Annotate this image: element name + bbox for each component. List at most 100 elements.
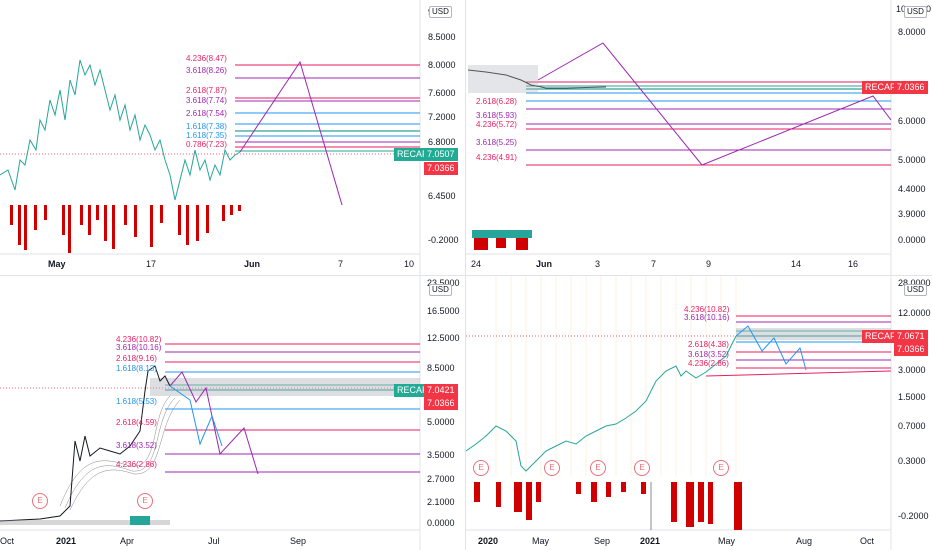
chart-pane-top-left[interactable]: 4.236(8.47) 3.618(8.26) 2.618(7.87) 3.61… — [0, 0, 465, 275]
fib-label: 2.618(4.38) — [688, 340, 729, 349]
date-axis-label: 3 — [595, 259, 600, 269]
fib-label: 4.236(2.86) — [116, 460, 157, 469]
fib-label: 4.236(4.91) — [476, 153, 517, 162]
currency-label[interactable]: USD — [904, 284, 927, 296]
price-series — [0, 59, 241, 201]
fib-levels — [165, 343, 420, 473]
date-axis-label: May — [718, 536, 736, 546]
fib-label: 3.618(8.26) — [186, 66, 227, 75]
last-price-badge: 7.0366 — [424, 162, 458, 175]
projection-path — [537, 42, 892, 166]
date-axis-label: Aug — [796, 536, 812, 546]
date-axis-label: 10 — [404, 259, 414, 269]
last-price-badge: 7.0366 — [894, 343, 928, 356]
fib-label: 1.618(7.35) — [186, 131, 227, 140]
price-axis-label: 4.4000 — [898, 184, 926, 194]
ribbon-band — [150, 378, 420, 396]
earnings-E-icon[interactable]: E — [590, 460, 606, 476]
date-axis-label: 2021 — [640, 536, 660, 546]
last-price-badge: 7.0366 — [894, 81, 928, 94]
chart-pane-bottom-left[interactable]: 4.236(10.82) 3.618(10.16) 2.618(9.16) 1.… — [0, 276, 465, 550]
price-axis-label: 0.0000 — [898, 235, 926, 245]
price-axis-label: -0.2000 — [898, 511, 929, 521]
price-axis-label: 10 — [896, 4, 906, 14]
price-series — [0, 365, 171, 522]
fib-label: 4.236(5.72) — [476, 120, 517, 129]
alt-projection-path — [169, 385, 223, 447]
date-axis-label: 2020 — [478, 536, 498, 546]
price-axis-label: 0.3000 — [898, 456, 926, 466]
fib-levels — [235, 64, 420, 152]
date-axis-label: May — [48, 259, 66, 269]
earnings-E-icon[interactable]: E — [544, 460, 560, 476]
chart-pane-top-right[interactable]: 2.618(6.28) 3.618(5.93) 4.236(5.72) 3.61… — [466, 0, 932, 275]
recaf-symbol-badge: RECAF — [394, 148, 431, 161]
fib-label: 4.236(10.82) — [116, 335, 162, 344]
price-series — [467, 69, 607, 89]
currency-label[interactable]: USD — [429, 6, 452, 18]
fib-label: 2.618(6.28) — [476, 97, 517, 106]
date-axis-label: 7 — [338, 259, 343, 269]
recaf-symbol-badge: RECAF — [394, 384, 431, 397]
fib-label: 2.618(7.87) — [186, 86, 227, 95]
price-axis-label: 8.0000 — [898, 27, 926, 37]
date-axis-label: 7 — [651, 259, 656, 269]
fib-label: 4.236(10.82) — [684, 305, 730, 314]
currency-label[interactable]: USD — [904, 6, 927, 18]
price-axis-label: 0.0000 — [427, 518, 455, 528]
recaf-symbol-badge: RECAF — [862, 81, 899, 94]
date-axis-label: 17 — [146, 259, 156, 269]
vertical-grid-shading — [495, 276, 737, 476]
price-axis-label: 6.0000 — [898, 116, 926, 126]
earnings-E-icon[interactable]: E — [634, 460, 650, 476]
earnings-E-icon[interactable]: E — [473, 460, 489, 476]
date-axis-label: Jul — [208, 536, 220, 546]
recaf-symbol-badge: RECAF — [862, 330, 899, 343]
pane-divider-horizontal[interactable] — [0, 275, 932, 276]
trend-line — [705, 370, 892, 377]
earnings-E-icon[interactable]: E — [713, 460, 729, 476]
price-axis-label: 28.0000 — [898, 278, 931, 288]
price-axis-label: -0.2000 — [428, 235, 459, 245]
fib-label: 3.618(7.74) — [186, 96, 227, 105]
date-axis-label: Oct — [0, 536, 15, 546]
price-axis-label: 23.5000 — [427, 278, 460, 288]
fib-label: 1.618(8.13) — [116, 364, 157, 373]
chart-canvas[interactable]: 4.236(10.82) 3.618(10.16) 2.618(9.16) 1.… — [0, 276, 465, 550]
date-axis-label: 9 — [706, 259, 711, 269]
chart-canvas[interactable]: 4.236(8.47) 3.618(8.26) 2.618(7.87) 3.61… — [0, 0, 465, 275]
date-axis-label: Jun — [536, 259, 552, 269]
date-axis-label: 24 — [471, 259, 481, 269]
date-axis-label: 16 — [848, 259, 858, 269]
last-price-badge: 7.0366 — [424, 397, 458, 410]
histogram — [0, 516, 170, 525]
chart-canvas[interactable]: 2.618(6.28) 3.618(5.93) 4.236(5.72) 3.61… — [466, 0, 932, 275]
price-axis-label: 5.0000 — [427, 417, 455, 427]
earnings-E-icon[interactable]: E — [32, 493, 48, 509]
ribbon-band — [468, 65, 538, 93]
fib-label: 3.618(3.52) — [116, 441, 157, 450]
price-axis-label: 8.5000 — [427, 363, 455, 373]
fib-label: 1.618(5.53) — [116, 397, 157, 406]
price-axis-label: 12.5000 — [427, 333, 460, 343]
price-axis-label: 3.5000 — [427, 450, 455, 460]
fib-label: 2.618(4.59) — [116, 418, 157, 427]
histogram — [472, 230, 532, 250]
price-axis-label: 7.6000 — [428, 88, 456, 98]
recaf-price-badge: 7.0507 — [424, 148, 458, 161]
projection-path — [169, 371, 259, 475]
recaf-price-badge: 7.0421 — [424, 384, 458, 397]
price-axis-label: 7.2000 — [428, 112, 456, 122]
fib-label: 3.618(5.93) — [476, 111, 517, 120]
histogram — [474, 482, 742, 530]
price-axis-label: 12.0000 — [898, 308, 931, 318]
ribbon-band — [736, 328, 891, 340]
price-axis-label: 3.0000 — [898, 365, 926, 375]
price-axis-label: 6.4500 — [428, 191, 456, 201]
fib-label: 3.618(3.52) — [688, 350, 729, 359]
fib-label: 4.236(8.47) — [186, 54, 227, 63]
chart-pane-bottom-right[interactable]: 4.236(10.82) 3.618(10.16) 2.618(4.38) 3.… — [466, 276, 932, 550]
chart-canvas[interactable]: 4.236(10.82) 3.618(10.16) 2.618(4.38) 3.… — [466, 276, 932, 550]
currency-label[interactable]: USD — [429, 284, 452, 296]
earnings-E-icon[interactable]: E — [137, 493, 153, 509]
